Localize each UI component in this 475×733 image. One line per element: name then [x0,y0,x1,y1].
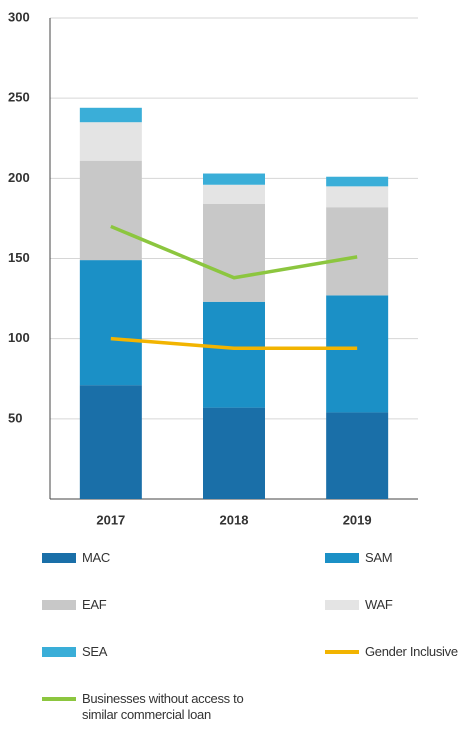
legend-label: SEA [82,644,108,659]
legend-label: Gender Inclusive [365,644,458,659]
legend-label: SAM [365,550,393,565]
y-tick-label: 300 [8,9,30,24]
bar-segment [203,173,265,185]
bar-segment [79,122,142,161]
bar-segment [326,412,389,499]
legend-swatch [42,600,76,610]
legend-swatch [325,600,359,610]
legend-item: MAC [42,550,110,566]
legend-label: Businesses without access to similar com… [82,691,244,722]
y-tick-label: 150 [8,250,30,265]
x-tick-label: 2019 [343,512,372,527]
legend-swatch [325,553,359,563]
bar-segment [79,107,142,123]
legend-swatch [325,650,359,654]
bar-segment [203,407,265,499]
line-series [110,224,358,280]
x-tick-label: 2017 [96,512,125,527]
legend-item: SEA [42,644,107,660]
legend-item: Businesses without access to similar com… [42,691,262,723]
bar-segment [79,385,142,499]
chart: 50 100 150 200 250 300 2017 2018 2019 [8,9,418,527]
legend-label: MAC [82,550,110,565]
y-tick-label: 100 [8,330,30,345]
y-tick-label: 250 [8,90,30,105]
line-series [110,336,358,351]
legend-swatch [42,553,76,563]
bar-segment [203,301,265,408]
x-tick-label: 2018 [220,512,249,527]
legend-item: EAF [42,597,107,613]
y-tick-label: 50 [8,410,22,425]
bar-segment [326,186,389,208]
bar-segment [326,295,389,413]
legend-swatch [42,697,76,701]
legend-item: SAM [325,550,393,566]
y-tick-label: 200 [8,170,30,185]
bar-segment [326,176,389,187]
bar-segment [203,184,265,204]
bar-segment [79,260,142,386]
legend-item: WAF [325,597,393,613]
bar-segment [79,160,142,261]
legend-swatch [42,647,76,657]
bar-segment [203,203,265,302]
legend-item: Gender Inclusive [325,644,458,660]
legend-label: EAF [82,597,107,612]
legend-label: WAF [365,597,393,612]
bar-segment [326,207,389,296]
